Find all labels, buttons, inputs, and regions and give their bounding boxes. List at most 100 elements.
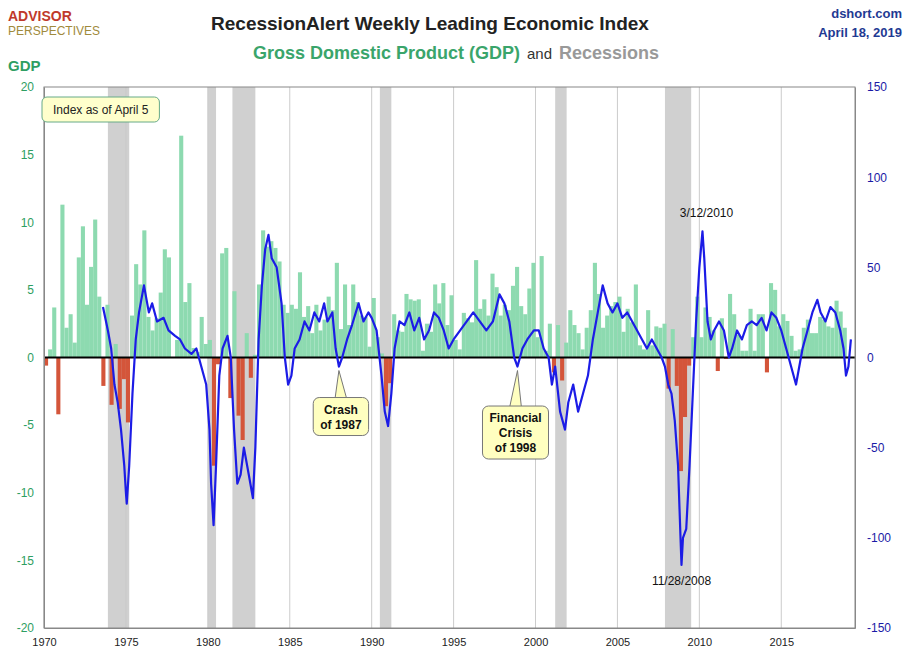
bar: [601, 328, 605, 358]
bar: [773, 290, 777, 358]
bar: [830, 328, 834, 358]
bar: [753, 351, 757, 358]
tick-label: -15: [17, 554, 35, 568]
bar: [208, 340, 212, 358]
bar: [179, 136, 183, 358]
bar: [232, 291, 236, 357]
bar: [630, 322, 634, 357]
callout: FinancialCrisisof 1998: [482, 371, 548, 460]
bar: [548, 324, 552, 358]
bar: [290, 305, 294, 358]
bar: [81, 226, 85, 357]
tick-label: 5: [27, 283, 34, 297]
bar: [146, 317, 150, 358]
bar: [433, 284, 437, 357]
tick-label: -10: [17, 486, 35, 500]
bar: [650, 345, 654, 357]
bar: [126, 358, 130, 423]
axis-line: [855, 88, 856, 629]
bar: [97, 297, 101, 358]
annotation-label: Crisis: [499, 426, 533, 440]
note: Index as of April 5: [42, 97, 159, 122]
tick-label: -50: [867, 441, 885, 455]
annotation-label: Crash: [324, 403, 358, 417]
bar: [241, 358, 245, 441]
bar: [200, 317, 204, 358]
bar: [48, 349, 52, 357]
callout-pointer: [335, 371, 347, 400]
tick-label: 15: [21, 148, 35, 162]
bar: [318, 330, 322, 357]
annotations: 3/12/201011/28/2008Crashof 1987Financial…: [313, 206, 733, 588]
tick-label: 2005: [606, 636, 630, 648]
bar: [576, 333, 580, 357]
bar: [85, 305, 89, 358]
y2-axis: -150-100-50050100150: [855, 80, 891, 635]
bar: [73, 343, 77, 358]
tick: -15: [17, 554, 44, 568]
bar: [593, 263, 597, 358]
tick: -5: [23, 418, 44, 432]
bar: [400, 332, 404, 358]
bar: [175, 340, 179, 358]
tick: 2000: [524, 628, 548, 648]
bar: [167, 257, 171, 357]
y-axis-title: GDP: [8, 57, 41, 74]
bar: [298, 272, 302, 357]
plot-frame: [44, 87, 855, 628]
y-axis: -20-15-10-505101520: [17, 80, 45, 635]
tick-label: -20: [17, 621, 35, 635]
tick-label: -100: [867, 531, 891, 545]
bar: [523, 314, 527, 357]
bar: [187, 283, 191, 357]
bar: [486, 316, 490, 358]
bar: [765, 358, 769, 373]
bar: [245, 333, 249, 357]
tick-label: 1990: [360, 636, 384, 648]
tick: -150: [855, 621, 891, 635]
tick-label: 2010: [688, 636, 712, 648]
bar: [417, 299, 421, 357]
bar: [450, 295, 454, 357]
tick: 2005: [606, 628, 630, 648]
tick: 1985: [278, 628, 302, 648]
tick-label: 1980: [196, 636, 220, 648]
tick: 50: [855, 261, 881, 275]
bar: [572, 325, 576, 357]
bar: [220, 253, 224, 357]
bar: [64, 328, 68, 358]
chart-svg: ADVISORPERSPECTIVESRecessionAlert Weekly…: [0, 0, 910, 661]
bar: [622, 332, 626, 358]
bar: [421, 351, 425, 358]
tick: 1990: [360, 628, 384, 648]
bar: [93, 220, 97, 358]
bar: [789, 336, 793, 358]
background: [0, 0, 910, 661]
tick-label: 1970: [32, 636, 56, 648]
logo-text: ADVISOR: [8, 8, 72, 24]
bar: [654, 326, 658, 357]
tick-label: 150: [867, 80, 887, 94]
callout-box: [482, 406, 548, 459]
bar: [286, 313, 290, 358]
tick-label: 1975: [114, 636, 138, 648]
bar: [740, 351, 744, 358]
tick-label: 50: [867, 261, 881, 275]
bar: [306, 306, 310, 357]
bar: [560, 358, 564, 381]
tick: 1995: [442, 628, 466, 648]
chart-container: ADVISORPERSPECTIVESRecessionAlert Weekly…: [0, 0, 910, 661]
tick-label: -5: [23, 418, 34, 432]
axis-line: [45, 628, 856, 629]
tick-label: -150: [867, 621, 891, 635]
bar: [101, 358, 105, 386]
bar: [441, 283, 445, 357]
bar: [736, 335, 740, 358]
bar: [114, 344, 118, 358]
tick: 15: [21, 148, 44, 162]
logo-text: PERSPECTIVES: [8, 24, 100, 38]
tick: -50: [855, 441, 885, 455]
bar: [646, 310, 650, 357]
line: [103, 231, 851, 565]
bar: [368, 347, 372, 358]
